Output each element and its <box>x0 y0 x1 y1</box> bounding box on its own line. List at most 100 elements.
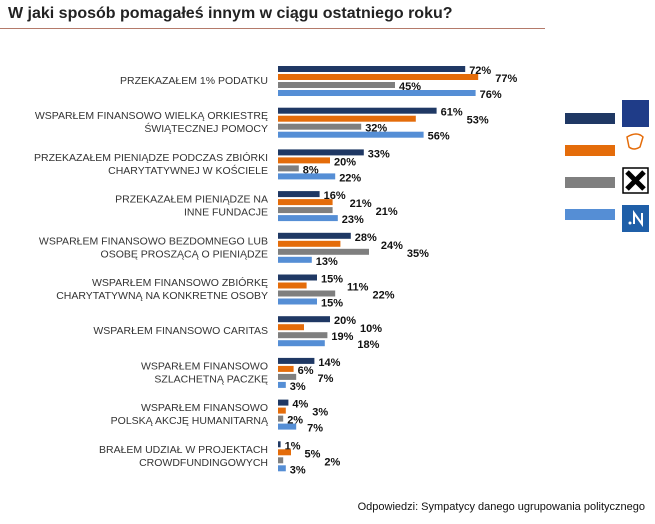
legend-swatch <box>565 209 615 220</box>
data-label: 20% <box>334 315 356 327</box>
category-label: OSOBĘ PROSZĄCĄ O PIENIĄDZE <box>101 248 268 260</box>
data-label: 21% <box>350 198 372 210</box>
data-label: 15% <box>321 274 343 286</box>
category-label: WSPARŁEM FINANSOWO <box>141 402 268 414</box>
kukiz-logo-x <box>625 170 646 191</box>
bar <box>278 381 286 388</box>
pis-logo <box>622 100 649 127</box>
data-label: 33% <box>368 148 390 160</box>
bar <box>278 82 395 88</box>
category-label: PRZEKAZAŁEM PIENIĄDZE PODCZAS ZBIÓRKI <box>34 151 268 164</box>
data-label: 18% <box>357 339 379 351</box>
bar <box>278 340 325 347</box>
category-label: SZLACHETNĄ PACZKĘ <box>154 373 268 385</box>
bar <box>278 66 466 72</box>
bar <box>278 365 294 372</box>
bar <box>278 282 307 289</box>
bar <box>278 407 286 414</box>
bar <box>278 423 297 430</box>
bar <box>278 107 437 114</box>
nowoczesna-logo <box>622 205 649 232</box>
data-label: 22% <box>372 290 394 302</box>
category-label: WSPARŁEM FINANSOWO BEZDOMNEGO LUB <box>39 235 268 247</box>
bar <box>278 240 341 247</box>
bar <box>278 199 333 206</box>
data-label: 24% <box>381 240 403 252</box>
data-label: 56% <box>428 131 450 143</box>
data-label: 20% <box>334 156 356 168</box>
nowoczesna-logo-dot <box>628 221 632 225</box>
bar <box>278 165 299 172</box>
category-label: CHARYTATYWNĄ NA KONKRETNE OSOBY <box>56 290 268 302</box>
bar <box>278 157 330 164</box>
bar <box>278 248 369 255</box>
category-label: BRAŁEM UDZIAŁ W PROJEKTACH <box>99 444 268 456</box>
bar <box>278 298 317 305</box>
bar <box>278 415 284 422</box>
bar <box>278 449 291 456</box>
data-label: 13% <box>316 256 338 268</box>
bar <box>278 232 351 239</box>
bar <box>278 441 281 448</box>
category-label: POLSKĄ AKCJĘ HUMANITARNĄ <box>111 415 269 427</box>
legend-swatch <box>565 113 615 124</box>
bar <box>278 215 338 222</box>
legend-swatch <box>565 145 615 156</box>
category-label: WSPARŁEM FINANSOWO <box>141 360 268 372</box>
legend-swatch <box>565 177 615 188</box>
category-label: WSPARŁEM FINANSOWO WIELKĄ ORKIESTRĘ <box>35 110 268 122</box>
data-label: 35% <box>407 248 429 260</box>
data-label: 19% <box>331 331 353 343</box>
bar <box>278 74 479 80</box>
bar <box>278 256 312 263</box>
data-label: 21% <box>376 206 398 218</box>
category-label: ŚWIĄTECZNEJ POMOCY <box>144 122 268 135</box>
data-label: 7% <box>318 373 334 385</box>
data-label: 6% <box>298 365 314 377</box>
data-label: 3% <box>290 464 306 476</box>
bar <box>278 123 362 130</box>
bar <box>278 207 333 214</box>
data-label: 3% <box>312 407 328 419</box>
bar <box>278 90 476 96</box>
bar <box>278 290 336 297</box>
data-label: 3% <box>290 381 306 393</box>
category-label: INNE FUNDACJE <box>184 207 268 219</box>
category-label: PRZEKAZAŁEM PIENIĄDZE NA <box>115 194 268 206</box>
data-label: 10% <box>360 323 382 335</box>
data-label: 5% <box>305 448 321 460</box>
bar <box>278 115 416 122</box>
bar <box>278 173 336 180</box>
chart-footer: Odpowiedzi: Sympatycy danego ugrupowania… <box>357 501 645 513</box>
data-label: 14% <box>318 357 340 369</box>
bar <box>278 149 364 156</box>
chart-title: W jaki sposób pomagałeś innym w ciągu os… <box>8 5 453 22</box>
bar <box>278 399 289 406</box>
bar <box>278 332 328 339</box>
bar <box>278 357 315 364</box>
nowoczesna-logo-n <box>633 209 643 228</box>
bar <box>278 465 286 472</box>
bar <box>278 316 330 323</box>
category-label: WSPARŁEM FINANSOWO ZBIÓRKĘ <box>92 276 268 289</box>
data-label: 11% <box>347 282 369 294</box>
category-label: PRZEKAZAŁEM 1% PODATKU <box>120 75 268 87</box>
category-label: CROWDFUNDINGOWYCH <box>139 457 268 469</box>
po-logo <box>626 133 644 150</box>
bar <box>278 324 304 331</box>
data-label: 77% <box>495 73 517 85</box>
data-label: 61% <box>441 107 463 119</box>
data-label: 7% <box>307 423 323 435</box>
category-label: WSPARŁEM FINANSOWO CARITAS <box>93 325 268 337</box>
bar <box>278 191 320 198</box>
bar <box>278 131 424 138</box>
title-divider <box>0 28 545 29</box>
data-label: 23% <box>342 214 364 226</box>
data-label: 2% <box>324 456 340 468</box>
data-label: 53% <box>467 115 489 127</box>
data-label: 28% <box>355 232 377 244</box>
data-label: 4% <box>292 399 308 411</box>
data-label: 22% <box>339 172 361 184</box>
bar <box>278 274 317 281</box>
